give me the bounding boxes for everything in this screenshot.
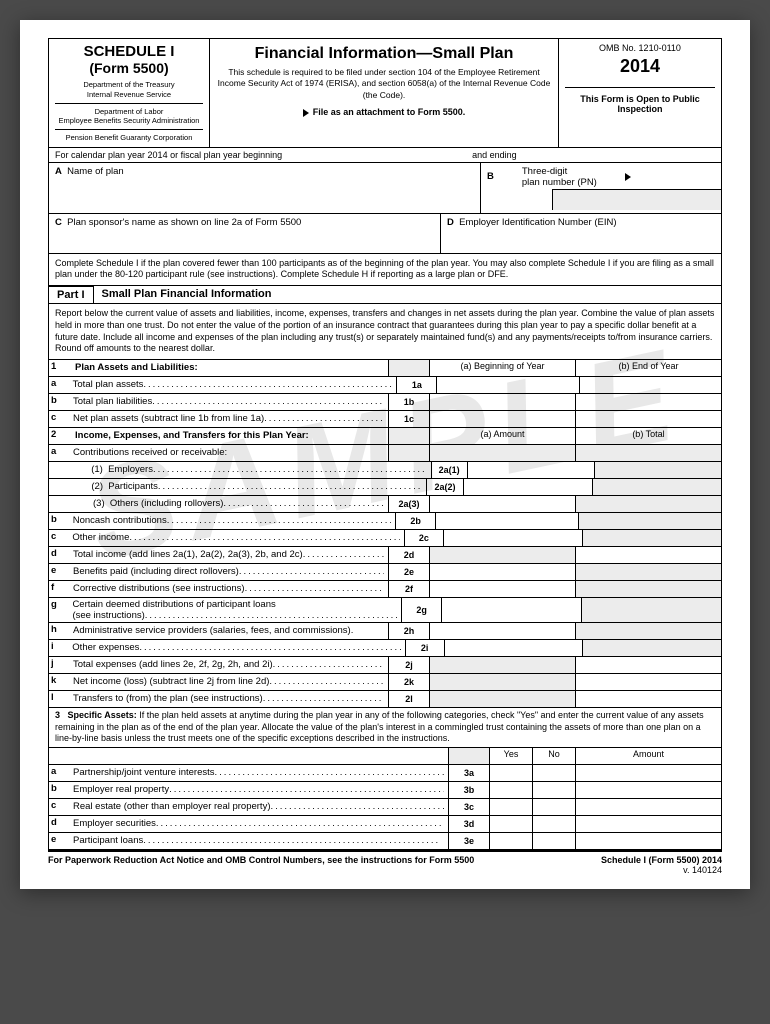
triangle-icon (303, 109, 309, 117)
input-3b-no[interactable] (532, 782, 575, 798)
col-yes: Yes (489, 748, 532, 764)
footer-right2: v. 140124 (683, 865, 722, 875)
input-1b-begin[interactable] (429, 394, 575, 410)
input-2i-amt[interactable] (444, 640, 583, 656)
input-3e-amt[interactable] (575, 833, 721, 849)
input-2j-total[interactable] (575, 657, 721, 673)
triangle-icon (625, 173, 631, 181)
input-2a2-amt[interactable] (463, 479, 592, 495)
dept-treasury: Department of the TreasuryInternal Reven… (55, 80, 203, 100)
input-3d-no[interactable] (532, 816, 575, 832)
part1-header: Part I Small Plan Financial Information (48, 286, 722, 304)
input-3c-no[interactable] (532, 799, 575, 815)
input-3a-no[interactable] (532, 765, 575, 781)
input-3e-yes[interactable] (489, 833, 532, 849)
input-2k-total[interactable] (575, 674, 721, 690)
col-total: (b) Total (575, 428, 721, 444)
input-3b-yes[interactable] (489, 782, 532, 798)
input-3c-amt[interactable] (575, 799, 721, 815)
input-3c-yes[interactable] (489, 799, 532, 815)
omb-number: OMB No. 1210-0110 (565, 43, 715, 53)
input-2h-amt[interactable] (429, 623, 575, 639)
dept-pbgc: Pension Benefit Guaranty Corporation (55, 129, 203, 143)
dept-labor: Department of LaborEmployee Benefits Sec… (55, 103, 203, 127)
complete-note: Complete Schedule I if the plan covered … (48, 254, 722, 286)
main-title: Financial Information—Small Plan (216, 45, 552, 63)
input-2l-total[interactable] (575, 691, 721, 707)
cal-ending: and ending (472, 150, 517, 160)
form-page: SAMPLE SCHEDULE I (Form 5500) Department… (20, 20, 750, 889)
input-3a-yes[interactable] (489, 765, 532, 781)
cd-row: C Plan sponsor's name as shown on line 2… (48, 214, 722, 254)
input-2a3-amt[interactable] (429, 496, 575, 512)
section1-grid: 1 Plan Assets and Liabilities: (a) Begin… (48, 360, 722, 708)
field-c[interactable]: C Plan sponsor's name as shown on line 2… (49, 214, 441, 253)
header-row: SCHEDULE I (Form 5500) Department of the… (48, 38, 722, 148)
input-2e-amt[interactable] (429, 564, 575, 580)
input-2c-amt[interactable] (443, 530, 582, 546)
input-2f-amt[interactable] (429, 581, 575, 597)
calendar-row: For calendar plan year 2014 or fiscal pl… (48, 148, 722, 163)
field-b[interactable]: B Three-digitplan number (PN) (481, 163, 721, 213)
header-desc: This schedule is required to be filed un… (216, 67, 552, 101)
input-2d-total[interactable] (575, 547, 721, 563)
field-a[interactable]: A Name of plan (49, 163, 481, 213)
form-year: 2014 (565, 56, 715, 77)
schedule-label: SCHEDULE I (55, 43, 203, 60)
col-amount: (a) Amount (429, 428, 575, 444)
form-number: (Form 5500) (55, 60, 203, 76)
field-d[interactable]: D Employer Identification Number (EIN) (441, 214, 721, 253)
header-center: Financial Information—Small Plan This sc… (210, 39, 559, 147)
cal-text: For calendar plan year 2014 or fiscal pl… (55, 150, 282, 160)
section3-grid: Yes No Amount a Partnership/joint ventur… (48, 748, 722, 850)
input-2g-amt[interactable] (441, 598, 581, 622)
input-2a1-amt[interactable] (467, 462, 594, 478)
header-left: SCHEDULE I (Form 5500) Department of the… (49, 39, 210, 147)
part1-tag: Part I (49, 286, 94, 303)
ab-row: A Name of plan B Three-digitplan number … (48, 163, 722, 214)
col-beginning: (a) Beginning of Year (429, 360, 575, 376)
input-3d-yes[interactable] (489, 816, 532, 832)
section3-note: 3 Specific Assets: If the plan held asse… (48, 708, 722, 748)
header-right: OMB No. 1210-0110 2014 This Form is Open… (559, 39, 721, 147)
open-public: This Form is Open to Public Inspection (565, 87, 715, 114)
col-end: (b) End of Year (575, 360, 721, 376)
input-1c-begin[interactable] (429, 411, 575, 427)
input-1b-end[interactable] (575, 394, 721, 410)
input-3a-amt[interactable] (575, 765, 721, 781)
input-3d-amt[interactable] (575, 816, 721, 832)
footer-left: For Paperwork Reduction Act Notice and O… (48, 855, 474, 865)
input-2b-amt[interactable] (435, 513, 578, 529)
input-3b-amt[interactable] (575, 782, 721, 798)
col-no: No (532, 748, 575, 764)
file-attachment: File as an attachment to Form 5500. (216, 107, 552, 117)
footer-right1: Schedule I (Form 5500) 2014 (601, 855, 722, 865)
input-1a-end[interactable] (579, 377, 721, 393)
report-note: Report below the current value of assets… (48, 304, 722, 360)
input-1a-begin[interactable] (436, 377, 578, 393)
footer: For Paperwork Reduction Act Notice and O… (48, 850, 722, 875)
input-3e-no[interactable] (532, 833, 575, 849)
plan-number-box[interactable] (552, 189, 721, 210)
input-1c-end[interactable] (575, 411, 721, 427)
col-amount3: Amount (575, 748, 721, 764)
part1-title: Small Plan Financial Information (94, 286, 721, 303)
